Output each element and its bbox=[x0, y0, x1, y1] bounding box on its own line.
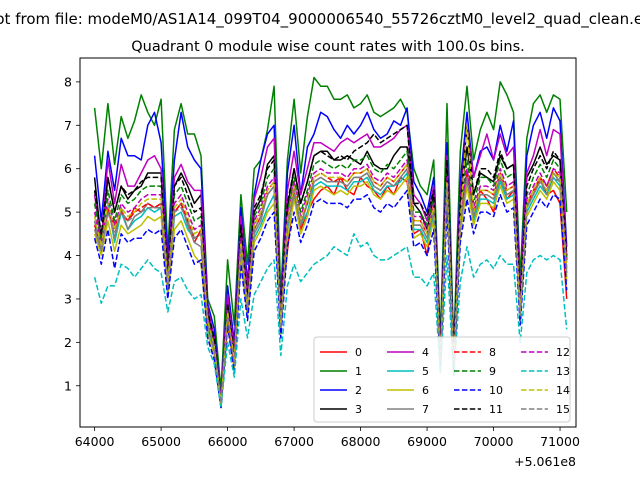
y-tick-label-4: 4 bbox=[64, 248, 72, 263]
legend-label-9: 9 bbox=[489, 365, 496, 378]
series-line-2 bbox=[93, 107, 568, 400]
legend-label-2: 2 bbox=[355, 384, 362, 397]
series-line-11 bbox=[93, 124, 568, 404]
y-axis: 1 2 3 4 5 6 7 8 bbox=[64, 74, 80, 393]
series-line-9 bbox=[93, 150, 568, 404]
legend-label-15: 15 bbox=[556, 403, 570, 416]
legend-label-14: 14 bbox=[556, 384, 570, 397]
legend-label-5: 5 bbox=[422, 365, 429, 378]
x-offset-label: +5.061e8 bbox=[514, 454, 576, 469]
x-tick-label-70000: 70000 bbox=[474, 434, 514, 449]
legend-label-11: 11 bbox=[489, 403, 503, 416]
y-tick-label-1: 1 bbox=[64, 378, 72, 393]
legend-label-1: 1 bbox=[355, 365, 362, 378]
x-tick-label-68000: 68000 bbox=[341, 434, 381, 449]
series-layer bbox=[93, 76, 568, 409]
x-tick-label-71000: 71000 bbox=[540, 434, 580, 449]
legend-box bbox=[313, 336, 571, 423]
series-line-13 bbox=[93, 233, 568, 409]
x-tick-label-66000: 66000 bbox=[208, 434, 248, 449]
x-tick-label-64000: 64000 bbox=[75, 434, 115, 449]
y-tick-label-2: 2 bbox=[64, 335, 72, 350]
series-line-10 bbox=[93, 189, 568, 409]
legend-label-6: 6 bbox=[422, 384, 429, 397]
y-tick-label-8: 8 bbox=[64, 74, 72, 89]
legend-label-13: 13 bbox=[556, 365, 570, 378]
series-line-1 bbox=[93, 76, 568, 391]
legend-label-12: 12 bbox=[556, 346, 570, 359]
y-tick-label-7: 7 bbox=[64, 118, 72, 133]
y-tick-label-6: 6 bbox=[64, 161, 72, 176]
series-line-15 bbox=[93, 167, 568, 404]
legend-label-8: 8 bbox=[489, 346, 496, 359]
legend-label-3: 3 bbox=[355, 403, 362, 416]
figure-suptitle: Plot from file: modeM0/AS1A14_099T04_900… bbox=[0, 10, 640, 29]
chart-title: Quadrant 0 module wise count rates with … bbox=[131, 39, 525, 55]
x-axis: 64000 65000 66000 67000 68000 69000 70000 71000 bbox=[75, 427, 580, 449]
x-tick-label-65000: 65000 bbox=[141, 434, 181, 449]
y-tick-label-3: 3 bbox=[64, 291, 72, 306]
legend-label-0: 0 bbox=[355, 346, 362, 359]
legend-label-10: 10 bbox=[489, 384, 503, 397]
x-tick-label-69000: 69000 bbox=[407, 434, 447, 449]
y-tick-label-5: 5 bbox=[64, 205, 72, 220]
plot-frame bbox=[79, 57, 577, 428]
legend-label-7: 7 bbox=[422, 403, 429, 416]
series-line-6 bbox=[93, 176, 568, 409]
x-tick-label-67000: 67000 bbox=[274, 434, 314, 449]
legend-label-4: 4 bbox=[422, 346, 429, 359]
